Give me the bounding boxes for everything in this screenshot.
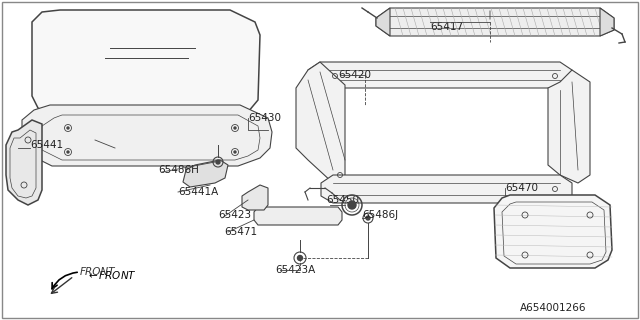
- Polygon shape: [376, 8, 390, 36]
- Text: 65470: 65470: [505, 183, 538, 193]
- Circle shape: [67, 127, 69, 129]
- Circle shape: [234, 127, 236, 129]
- Text: FRONT: FRONT: [80, 267, 115, 277]
- Polygon shape: [32, 10, 260, 120]
- Text: 65471: 65471: [224, 227, 257, 237]
- Polygon shape: [254, 207, 342, 225]
- Circle shape: [366, 216, 370, 220]
- Polygon shape: [376, 8, 614, 36]
- Text: 65430: 65430: [248, 113, 281, 123]
- Polygon shape: [242, 185, 268, 210]
- Text: 65441: 65441: [30, 140, 63, 150]
- Circle shape: [298, 255, 303, 260]
- Text: A654001266: A654001266: [520, 303, 586, 313]
- Text: 65486J: 65486J: [362, 210, 398, 220]
- Polygon shape: [308, 62, 572, 88]
- Polygon shape: [600, 8, 614, 36]
- Circle shape: [216, 160, 220, 164]
- Text: 65420: 65420: [338, 70, 371, 80]
- Text: 65423: 65423: [218, 210, 251, 220]
- Text: 65417: 65417: [430, 22, 463, 32]
- Text: 65423A: 65423A: [275, 265, 316, 275]
- Text: 65486H: 65486H: [158, 165, 199, 175]
- Circle shape: [348, 201, 356, 209]
- Text: $\leftarrow$FRONT: $\leftarrow$FRONT: [86, 269, 137, 281]
- Polygon shape: [494, 195, 612, 268]
- Polygon shape: [321, 175, 572, 203]
- Polygon shape: [296, 62, 345, 183]
- Circle shape: [67, 151, 69, 153]
- Polygon shape: [183, 160, 228, 187]
- Polygon shape: [548, 70, 590, 183]
- Text: 65441A: 65441A: [178, 187, 218, 197]
- Circle shape: [234, 151, 236, 153]
- Text: 65450: 65450: [326, 195, 359, 205]
- Polygon shape: [6, 120, 42, 205]
- Polygon shape: [22, 105, 272, 166]
